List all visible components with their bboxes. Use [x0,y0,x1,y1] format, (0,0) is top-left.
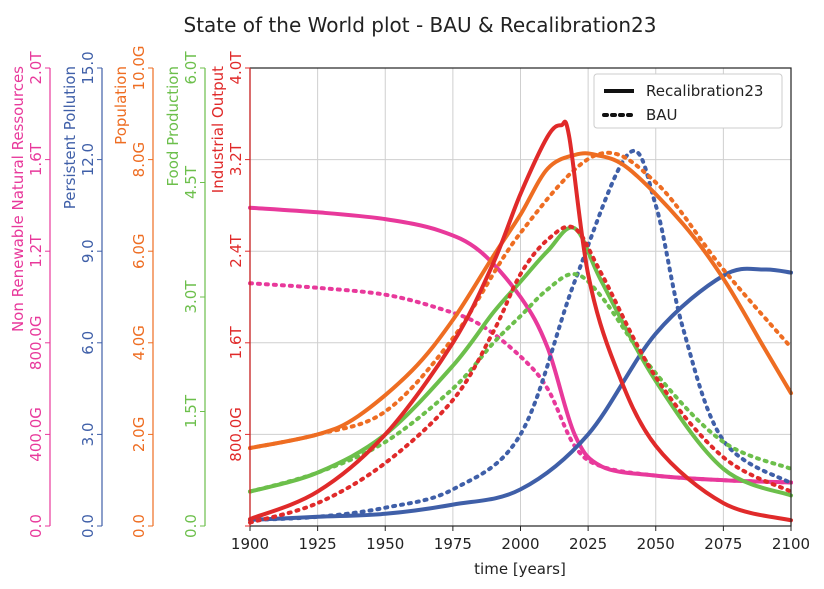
x-tick-label: 1950 [366,535,404,553]
y-tick-label: 6.0 [79,331,97,355]
x-axis-label: time [years] [474,560,566,578]
legend-label-bau: BAU [646,106,678,124]
series-pol-recalibration23 [248,266,793,522]
y-axis-label-nrr: Non Renewable Natural Ressources [9,66,27,332]
y-tick-label: 8.0G [130,142,148,177]
y-axis-label-pop: Population [112,66,130,145]
y-tick-label: 3.0T [182,280,200,314]
y-tick-label: 2.0G [130,417,148,452]
legend-box [593,73,783,129]
x-tick-label: 2025 [569,535,607,553]
y-tick-label: 0.0 [79,514,97,538]
y-tick-label: 0.0 [130,514,148,538]
series-food-bau [248,272,793,494]
y-tick-label: 1.5T [182,394,200,428]
y-tick-label: 1.6T [227,325,245,359]
series-layer [248,119,793,525]
y-tick-label: 4.5T [182,165,200,199]
x-tick-label: 2000 [501,535,539,553]
y-tick-label: 2.4T [227,234,245,268]
y-tick-label: 6.0G [130,233,148,268]
y-tick-label: 1.6T [27,142,45,176]
x-tick-label: 2050 [637,535,675,553]
y-axis-label-pol: Persistent Pollution [61,66,79,209]
y-tick-label: 15.0 [79,51,97,84]
y-tick-label: 800.0G [27,316,45,371]
series-nrr-bau [248,281,793,485]
y-tick-label: 800.0G [227,407,245,462]
y-axis-label-io: Industrial Output [209,66,227,193]
y-tick-label: 1.2T [27,234,45,268]
series-io-recalibration23 [248,119,793,523]
y-tick-label: 4.0G [130,325,148,360]
x-axis-ticks: 1900 1925 1950 1975 2000 2025 2050 2075 2100 [231,526,810,553]
y-tick-label: 0.0 [27,514,45,538]
x-tick-label: 1975 [434,535,472,553]
y-tick-label: 400.0G [27,407,45,462]
y-tick-label: 0.0 [182,514,200,538]
legend: Recalibration23 BAU [593,73,783,129]
x-tick-label: 2075 [704,535,742,553]
series-io-bau [248,224,793,525]
series-pop-recalibration23 [248,151,793,451]
legend-label-recalibration23: Recalibration23 [646,82,763,100]
y-tick-label: 9.0 [79,239,97,263]
chart-title: State of the World plot - BAU & Recalibr… [184,13,657,37]
y-tick-label: 12.0 [79,143,97,176]
series-pop-bau [248,150,793,451]
x-tick-label: 1900 [231,535,269,553]
y-tick-label: 6.0T [182,51,200,85]
x-tick-label: 2100 [772,535,810,553]
y-tick-label: 2.0T [27,51,45,85]
y-tick-label: 4.0T [227,51,245,85]
x-tick-label: 1925 [299,535,337,553]
y-tick-label: 10.0G [130,45,148,90]
y-axis-label-food: Food Production [164,66,182,187]
y-tick-label: 3.0 [79,422,97,446]
y-tick-label: 3.2T [227,142,245,176]
